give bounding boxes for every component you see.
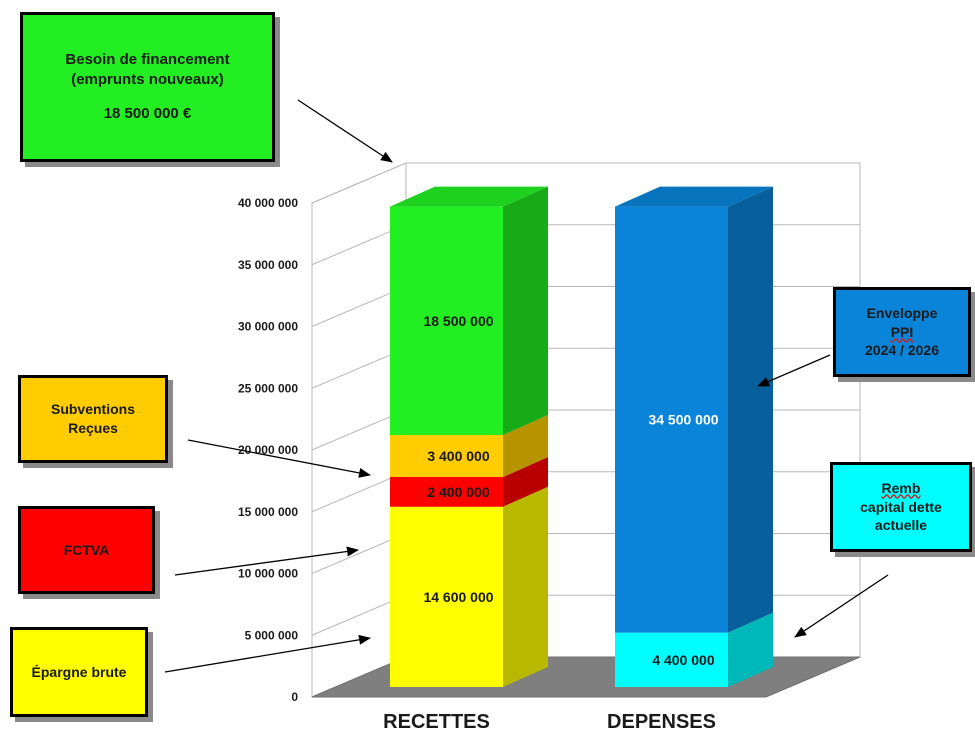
bar-segment <box>390 186 548 436</box>
bar-segment <box>615 186 773 633</box>
gridline <box>311 162 860 204</box>
callout-besoin-financement: Besoin de financement (emprunts nouveaux… <box>20 12 275 162</box>
arrow-ppi <box>757 354 831 387</box>
y-axis-ticks: 0 5 000 000 10 000 000 15 000 000 20 000 000… <box>238 196 298 704</box>
y-tick-label: 10 000 000 <box>238 567 298 581</box>
bar-segment <box>615 612 773 687</box>
y-tick-label: 5 000 000 <box>245 628 299 642</box>
callout-remb-capital: Remb capital dette actuelle <box>830 462 972 552</box>
callout-epargne-text: Épargne brute <box>31 663 127 680</box>
bar-front-face <box>615 206 728 633</box>
callout-remb-line1: Remb <box>881 479 921 496</box>
bar-front-face <box>390 435 503 478</box>
callout-subventions-line1: Subventions <box>50 401 135 418</box>
bar-front-face <box>390 506 503 687</box>
y-tick-label: 35 000 000 <box>238 258 298 272</box>
bar-segment <box>390 415 548 478</box>
callout-ppi-line1: Enveloppe <box>866 304 938 321</box>
callout-arrows <box>164 99 889 673</box>
callout-remb-line2: capital dette <box>860 498 942 515</box>
bar-front-face <box>615 632 728 687</box>
data-label: 34 500 000 <box>648 412 718 428</box>
arrow-remb <box>794 574 889 638</box>
bar-side-face <box>503 457 548 507</box>
callout-ppi-line3: 2024 / 2026 <box>865 342 939 359</box>
bar-top-cap <box>615 186 773 207</box>
callout-besoin-amount: 18 500 000 € <box>103 105 192 123</box>
x-axis-categories: RECETTES DEPENSES <box>383 711 716 733</box>
bar-side-face <box>503 186 548 436</box>
callout-subventions: Subventions Reçues <box>18 375 168 463</box>
bar-side-face <box>728 186 773 633</box>
arrow-subventions <box>187 439 371 478</box>
x-category-label: RECETTES <box>383 711 490 733</box>
callout-besoin-line2: (emprunts nouveaux) <box>71 70 224 88</box>
callout-remb-line3: actuelle <box>874 517 928 534</box>
data-label: 18 500 000 <box>423 313 493 329</box>
bar-segment <box>390 486 548 687</box>
bar-side-face <box>728 612 773 687</box>
data-label: 4 400 000 <box>652 652 714 668</box>
bar-side-face <box>503 415 548 478</box>
callout-epargne-brute: Épargne brute <box>10 627 148 717</box>
y-tick-label: 15 000 000 <box>238 505 298 519</box>
callout-ppi-line2: PPI <box>890 323 914 340</box>
bar-front-face <box>390 477 503 507</box>
callout-fctva: FCTVA <box>18 506 155 594</box>
data-label: 3 400 000 <box>427 448 489 464</box>
bar-side-face <box>503 486 548 687</box>
callout-fctva-text: FCTVA <box>63 541 110 558</box>
x-category-label: DEPENSES <box>607 711 716 733</box>
y-tick-label: 40 000 000 <box>238 196 298 210</box>
bars: 14 600 000 2 400 000 3 400 000 18 500 000 4 … <box>390 186 773 687</box>
bar-segment <box>390 457 548 507</box>
arrow-besoin <box>297 99 393 163</box>
arrow-fctva <box>174 546 359 576</box>
y-tick-label: 30 000 000 <box>238 320 298 334</box>
bar-top-cap <box>390 186 548 207</box>
callout-enveloppe-ppi: Enveloppe PPI 2024 / 2026 <box>833 287 971 377</box>
bar-front-face <box>390 206 503 436</box>
y-tick-label: 0 <box>291 690 298 704</box>
y-tick-label: 25 000 000 <box>238 381 298 395</box>
y-tick-label: 20 000 000 <box>238 443 298 457</box>
arrow-epargne <box>164 634 371 673</box>
callout-besoin-line1: Besoin de financement <box>65 50 230 68</box>
data-label: 14 600 000 <box>423 589 493 605</box>
callout-subventions-line2: Reçues <box>68 420 118 436</box>
data-label: 2 400 000 <box>427 484 489 500</box>
